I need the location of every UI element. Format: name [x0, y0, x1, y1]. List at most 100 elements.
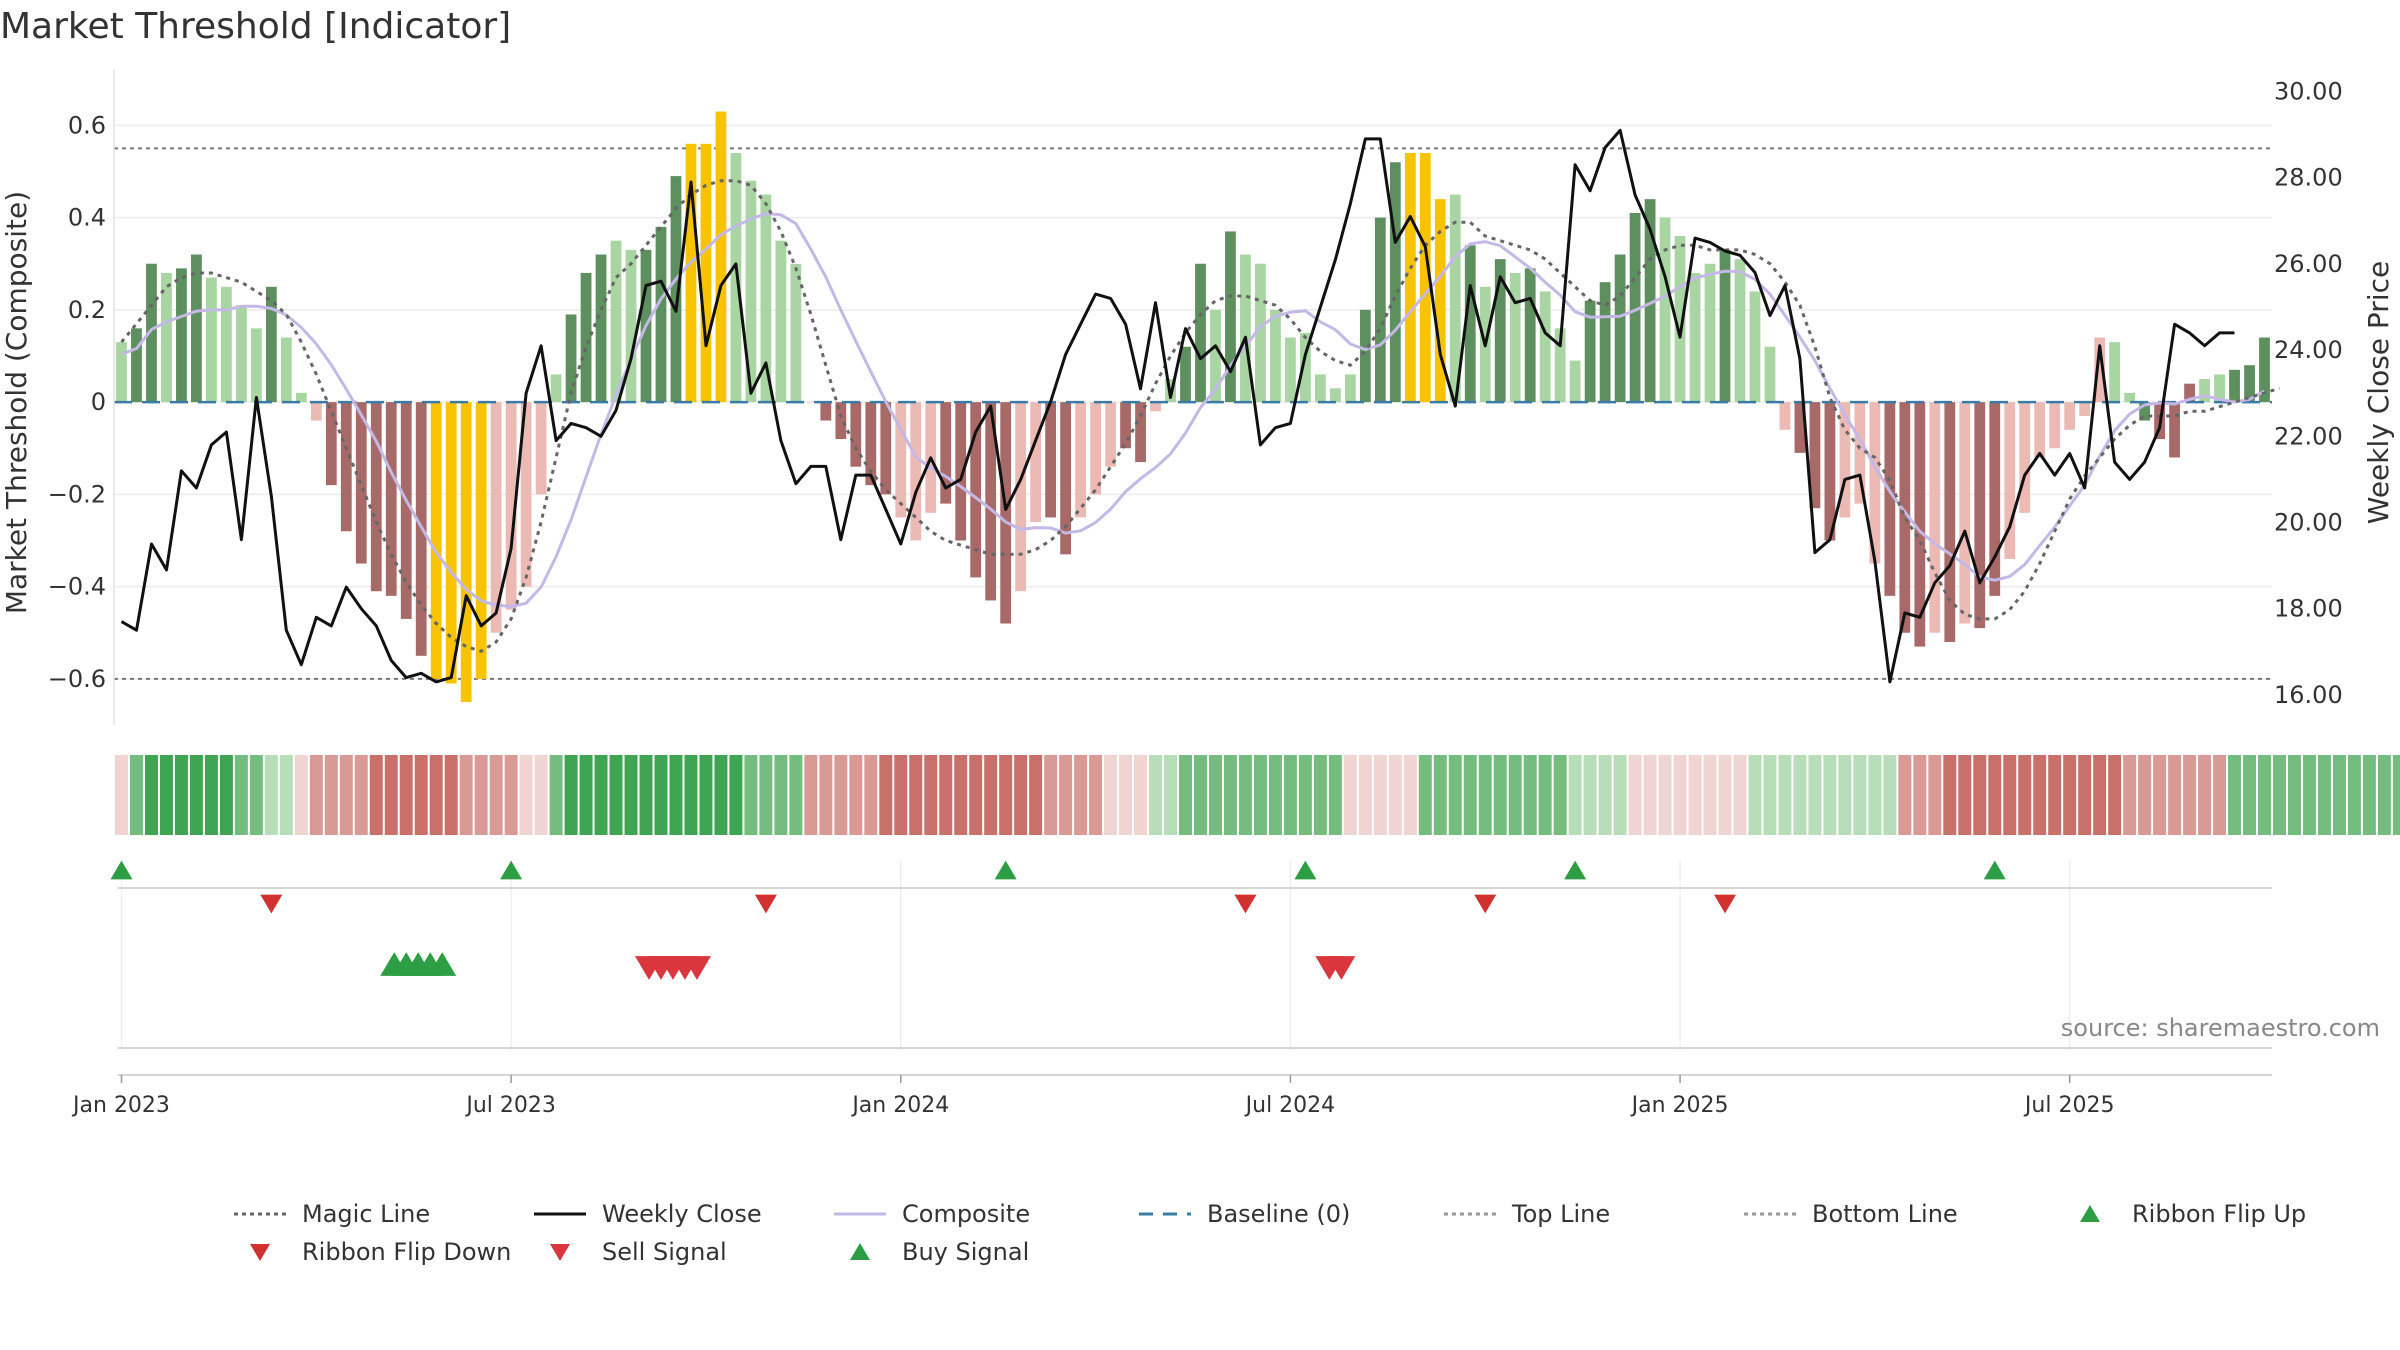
ribbon-cell — [1014, 755, 1028, 835]
composite-bar — [1464, 245, 1476, 403]
ribbon-cell — [1149, 755, 1163, 835]
ribbon-strip — [115, 755, 2400, 835]
composite-bar — [235, 305, 247, 403]
composite-bar — [2184, 383, 2195, 403]
ribbon-cell — [1074, 755, 1088, 835]
composite-bar — [1914, 402, 1926, 647]
ribbon-cell — [1613, 755, 1627, 835]
composite-bar — [131, 328, 142, 403]
ribbon-cell — [699, 755, 713, 835]
ribbon-cell — [879, 755, 893, 835]
ribbon-cell — [939, 755, 953, 835]
legend-label: Weekly Close — [602, 1200, 762, 1228]
ribbon-cell — [1793, 755, 1807, 835]
ribbon-cell — [519, 755, 533, 835]
composite-bar — [1075, 402, 1086, 518]
ribbon-cell — [2123, 755, 2137, 835]
ribbon-cell — [309, 755, 323, 835]
ribbon-cell — [1208, 755, 1222, 835]
composite-bar — [2079, 402, 2091, 416]
ribbon-cell — [354, 755, 368, 835]
ribbon-cell — [774, 755, 788, 835]
ribbon-cell — [1718, 755, 1732, 835]
legend-label: Ribbon Flip Up — [2132, 1200, 2307, 1228]
composite-bar — [176, 268, 187, 403]
source-label: source: sharemaestro.com — [2060, 1014, 2380, 1042]
composite-bar — [1704, 263, 1716, 403]
composite-bar — [1090, 402, 1101, 495]
legend-symbol-icon — [534, 1212, 586, 1216]
composite-bar — [2259, 337, 2270, 403]
composite-bar — [940, 402, 952, 504]
composite-bar — [1060, 402, 1072, 555]
ribbon-flip-down-marker — [1714, 894, 1737, 914]
ribbon-flip-up-marker — [1294, 860, 1317, 880]
composite-bar — [116, 342, 127, 403]
ribbon-cell — [1448, 755, 1462, 835]
ribbon-cell — [564, 755, 578, 835]
composite-bar — [1255, 263, 1266, 403]
composite-bar — [430, 402, 442, 679]
ribbon-cell — [849, 755, 863, 835]
legend-item: Composite — [830, 1200, 1030, 1228]
ribbon-cell — [1748, 755, 1762, 835]
ribbon-cell — [2228, 755, 2242, 835]
composite-bar — [1734, 259, 1746, 403]
legend-symbol-icon — [834, 1212, 886, 1216]
ribbon-cell — [1134, 755, 1148, 835]
composite-bar — [1105, 402, 1116, 467]
ribbon-flip-up-marker — [1564, 860, 1587, 880]
ribbon-cell — [1508, 755, 1522, 835]
composite-bar — [325, 402, 337, 486]
ribbon-cell — [1928, 755, 1942, 835]
ribbon-cell — [1583, 755, 1597, 835]
legend-symbol-icon — [550, 1244, 570, 1261]
legend-symbol-icon — [250, 1244, 270, 1261]
x-tick-label: Jul 2025 — [2023, 1093, 2115, 1118]
ribbon-cell — [1973, 755, 1987, 835]
composite-bar — [1389, 162, 1401, 403]
x-tick-label: Jul 2023 — [464, 1093, 556, 1118]
composite-bar — [1270, 309, 1281, 403]
weekly-close-line — [120, 128, 2235, 684]
ribbon-cell — [744, 755, 758, 835]
ribbon-cell — [1838, 755, 1852, 835]
ribbon-flip-down-marker — [1234, 894, 1257, 914]
buy-signal-marker — [428, 952, 457, 976]
ribbon-cell — [429, 755, 443, 835]
composite-bar — [400, 402, 412, 619]
composite-bar — [850, 402, 862, 467]
composite-bar — [595, 254, 607, 403]
ribbon-cell — [1253, 755, 1267, 835]
legend-symbol-icon — [1744, 1212, 1796, 1216]
composite-bar — [655, 226, 667, 403]
composite-bar — [805, 402, 817, 403]
legend-symbol-icon — [234, 1212, 286, 1216]
ribbon-cell — [1538, 755, 1552, 835]
ribbon-cell — [1328, 755, 1342, 835]
ribbon-flip-up-marker — [1983, 860, 2006, 880]
ribbon-cell — [1883, 755, 1897, 835]
composite-bar — [625, 249, 637, 403]
composite-bar — [1180, 346, 1191, 403]
composite-bar — [1659, 217, 1671, 403]
ribbon-cell — [1268, 755, 1282, 835]
composite-bar — [1135, 402, 1146, 463]
legend-item: Ribbon Flip Down — [230, 1238, 511, 1266]
y2-tick-label: 24.00 — [2274, 336, 2343, 364]
composite-bar — [280, 337, 292, 403]
composite-bar — [1974, 402, 1986, 629]
sell-signal-marker — [682, 956, 711, 980]
ribbon-cell — [2048, 755, 2062, 835]
composite-bar — [1989, 402, 2001, 596]
composite-bar — [460, 402, 472, 702]
y-tick-label: 0.6 — [68, 111, 106, 139]
ribbon-cell — [1598, 755, 1612, 835]
ribbon-cell — [189, 755, 203, 835]
composite-bar — [565, 314, 577, 403]
ribbon-cell — [1778, 755, 1792, 835]
ribbon-cell — [1194, 755, 1207, 835]
composite-bar — [1944, 402, 1956, 642]
ribbon-cell — [1119, 755, 1133, 835]
ribbon-cell — [2213, 755, 2227, 835]
